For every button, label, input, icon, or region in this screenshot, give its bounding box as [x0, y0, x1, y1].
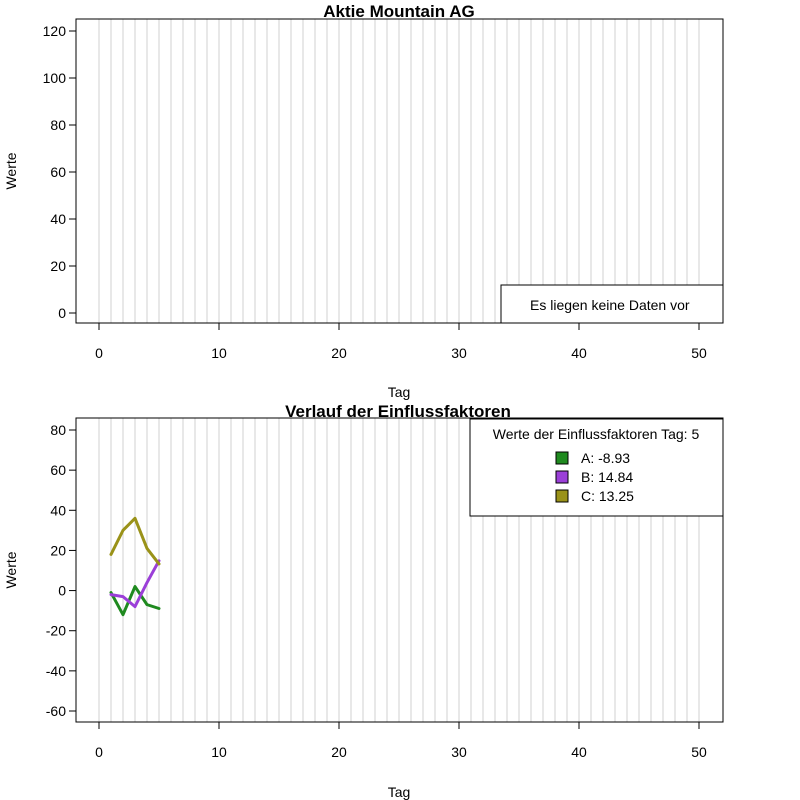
- x-tick-label: 30: [451, 345, 467, 361]
- y-tick-label: 80: [50, 422, 66, 438]
- factors-chart-series: [109, 516, 161, 617]
- x-tick-label: 20: [331, 345, 347, 361]
- legend-swatch: [555, 451, 569, 465]
- y-tick-label: 40: [50, 211, 66, 227]
- y-tick-label: 40: [50, 502, 66, 518]
- no-data-legend: Es liegen keine Daten vor: [500, 284, 724, 324]
- y-tick-label: 0: [58, 305, 66, 321]
- x-tick-label: 50: [691, 345, 707, 361]
- no-data-message: Es liegen keine Daten vor: [530, 297, 690, 313]
- factors-chart: Verlauf der Einflussfaktoren -60 -40 -20 0 2…: [3, 402, 724, 800]
- x-tick-label: 20: [331, 744, 347, 760]
- y-tick-label: 20: [50, 542, 66, 558]
- x-tick-label: 40: [571, 345, 587, 361]
- y-tick-label: -20: [46, 623, 66, 639]
- factors-legend-title: Werte der Einflussfaktoren Tag: 5: [493, 426, 700, 442]
- y-tick-label: -40: [46, 663, 66, 679]
- stock-chart-gridlines: [98, 19, 700, 323]
- legend-entry: B: 14.84: [581, 469, 633, 485]
- x-tick-label: 10: [211, 345, 227, 361]
- legend-swatch: [555, 470, 569, 484]
- series-line-c: [109, 516, 161, 566]
- x-tick-label: 0: [95, 744, 103, 760]
- y-tick-label: 60: [50, 462, 66, 478]
- factors-chart-y-axis: -60 -40 -20 0 20 40 60 80: [46, 422, 76, 719]
- y-tick-label: 0: [58, 583, 66, 599]
- y-tick-label: 60: [50, 164, 66, 180]
- legend-entry: A: -8.93: [581, 450, 630, 466]
- series-line-a: [109, 585, 161, 617]
- stock-chart: Aktie Mountain AG 0 20 40 60 80 100 120 0 10 20 3…: [3, 2, 724, 400]
- stock-chart-plot-frame: [75, 18, 724, 324]
- y-tick-label: 20: [50, 258, 66, 274]
- y-tick-label: 80: [50, 117, 66, 133]
- y-tick-label: 120: [43, 23, 67, 39]
- factors-chart-x-axis: 0 10 20 30 40 50: [95, 722, 707, 760]
- stock-chart-ylabel: Werte: [3, 152, 19, 189]
- stock-chart-xlabel: Tag: [388, 384, 411, 400]
- factors-chart-ylabel: Werte: [3, 551, 19, 588]
- legend-swatch: [555, 489, 569, 503]
- x-tick-label: 10: [211, 744, 227, 760]
- factors-chart-plot-frame: [75, 417, 724, 723]
- x-tick-label: 0: [95, 345, 103, 361]
- x-tick-label: 50: [691, 744, 707, 760]
- y-tick-label: -60: [46, 703, 66, 719]
- stock-chart-x-axis: 0 10 20 30 40 50: [95, 323, 707, 361]
- stock-chart-y-axis: 0 20 40 60 80 100 120: [43, 23, 76, 321]
- legend-entry: C: 13.25: [581, 488, 634, 504]
- series-line-b: [109, 559, 161, 609]
- stock-chart-title: Aktie Mountain AG: [323, 2, 474, 21]
- x-tick-label: 30: [451, 744, 467, 760]
- factors-legend-box: [469, 418, 724, 517]
- x-tick-label: 40: [571, 744, 587, 760]
- y-tick-label: 100: [43, 70, 67, 86]
- no-data-legend-box: [500, 284, 724, 324]
- factors-chart-title: Verlauf der Einflussfaktoren: [285, 402, 511, 421]
- factors-legend-items: A: -8.93 B: 14.84 C: 13.25: [555, 450, 634, 504]
- factors-legend: Werte der Einflussfaktoren Tag: 5 A: -8.…: [469, 418, 724, 517]
- factors-chart-xlabel: Tag: [388, 784, 411, 800]
